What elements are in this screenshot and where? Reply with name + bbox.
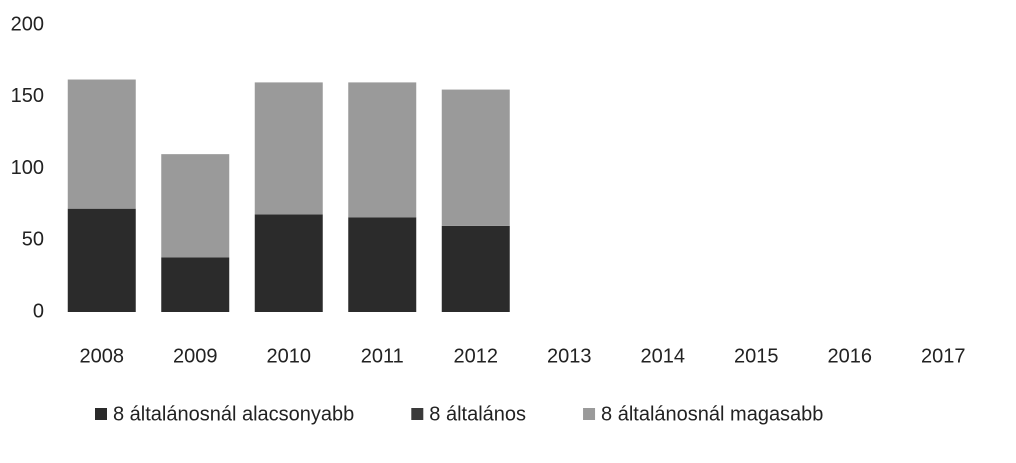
bar-segment xyxy=(67,208,136,312)
legend-label: 8 általánosnál alacsonyabb xyxy=(113,403,354,425)
bar-segment xyxy=(161,257,230,312)
x-tick-label: 2010 xyxy=(267,345,312,367)
x-tick-label: 2017 xyxy=(921,345,966,367)
legend-label: 8 általánosnál magasabb xyxy=(601,403,823,425)
bar-segment xyxy=(348,217,417,312)
bar-segment xyxy=(254,82,323,215)
bar-segment xyxy=(67,79,136,209)
legend-swatch xyxy=(583,408,596,420)
y-tick-label: 0 xyxy=(33,300,44,322)
x-tick-label: 2008 xyxy=(80,345,125,367)
bar-segment xyxy=(254,214,323,312)
y-tick-label: 50 xyxy=(22,229,44,251)
bar-segment xyxy=(161,154,230,258)
x-tick-label: 2013 xyxy=(547,345,592,367)
bar-segment xyxy=(348,82,417,218)
y-tick-label: 200 xyxy=(11,13,44,35)
x-tick-label: 2016 xyxy=(828,345,873,367)
x-tick-label: 2011 xyxy=(361,345,404,367)
legend-swatch xyxy=(411,408,424,420)
x-tick-label: 2012 xyxy=(454,345,499,367)
x-tick-label: 2014 xyxy=(641,345,686,367)
legend-swatch xyxy=(95,408,107,420)
bar-segment xyxy=(441,225,510,312)
y-tick-label: 100 xyxy=(11,157,44,179)
legend-label: 8 általános xyxy=(429,403,526,425)
y-tick-label: 150 xyxy=(11,85,44,107)
bar-segment xyxy=(441,89,510,226)
x-tick-label: 2009 xyxy=(173,345,218,367)
x-tick-label: 2015 xyxy=(734,345,779,367)
